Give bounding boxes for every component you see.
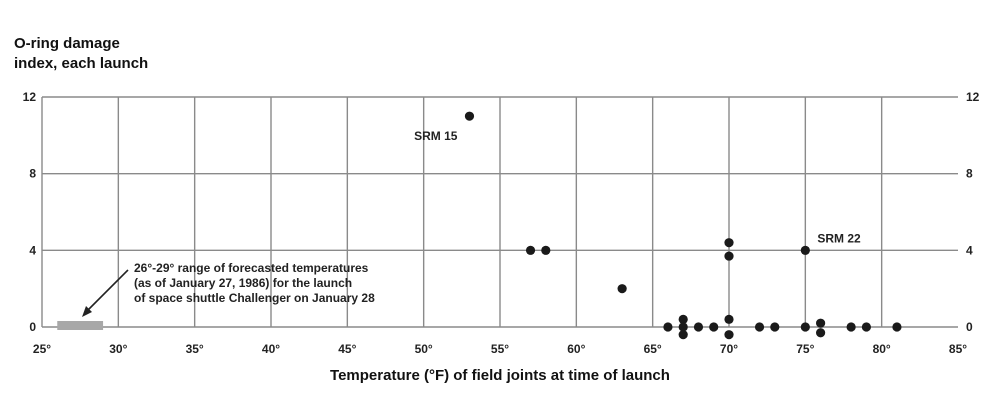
x-tick-label: 25° <box>33 342 51 356</box>
x-tick-label: 60° <box>567 342 585 356</box>
forecast-range-label-line: (as of January 27, 1986) for the launch <box>134 276 352 290</box>
y-tick-label-left: 8 <box>29 167 36 181</box>
x-tick-label: 80° <box>873 342 891 356</box>
forecast-arrow-head <box>82 306 92 317</box>
data-points <box>464 111 902 340</box>
annotations: SRM 15 SRM 22 <box>414 129 861 245</box>
y-axis-title: O-ring damage index, each launch <box>14 34 148 74</box>
data-point <box>800 245 810 255</box>
data-point <box>892 322 902 332</box>
tick-labels: 25° 30° 35° 40° 45° 50° 55° 60° 65° 70° 75° 80° 85° 0… <box>23 90 980 356</box>
forecast-range-label-line: of space shuttle Challenger on January 2… <box>134 291 375 305</box>
x-axis-title: Temperature (°F) of field joints at time… <box>330 367 670 384</box>
y-tick-label-right: 8 <box>966 167 973 181</box>
y-axis-title-line-2: index, each launch <box>14 55 149 72</box>
x-tick-label: 70° <box>720 342 738 356</box>
point-annotation: SRM 22 <box>817 231 861 245</box>
y-tick-label-left: 12 <box>23 90 37 104</box>
data-point <box>861 322 872 332</box>
x-tick-label: 50° <box>415 342 433 356</box>
y-tick-label-left: 4 <box>29 243 36 257</box>
forecast-range-bar <box>57 321 104 330</box>
data-point <box>816 318 826 328</box>
data-point <box>724 330 734 340</box>
y-tick-label-left: 0 <box>29 320 36 334</box>
data-point <box>693 322 704 332</box>
forecast-range: 26°-29° range of forecasted temperatures… <box>57 261 375 330</box>
x-tick-label: 85° <box>949 342 967 356</box>
y-axis-title-line-1: O-ring damage <box>14 35 120 52</box>
grid <box>41 96 958 328</box>
data-point <box>754 322 765 332</box>
data-point <box>541 245 551 255</box>
data-point <box>846 322 856 332</box>
data-point <box>678 322 688 332</box>
x-tick-label: 55° <box>491 342 509 356</box>
data-point <box>800 322 810 332</box>
point-annotation: SRM 15 <box>414 129 458 143</box>
x-tick-label: 65° <box>644 342 662 356</box>
x-tick-label: 45° <box>338 342 356 356</box>
x-tick-label: 30° <box>109 342 127 356</box>
data-point <box>724 238 734 248</box>
x-tick-label: 35° <box>186 342 204 356</box>
data-point <box>464 111 475 121</box>
y-tick-label-right: 0 <box>966 320 973 334</box>
data-point <box>724 314 734 324</box>
data-point <box>678 314 688 324</box>
data-point <box>770 322 780 332</box>
data-point <box>525 245 536 255</box>
y-tick-label-right: 4 <box>966 243 973 257</box>
forecast-arrow-line <box>85 269 129 313</box>
forecast-range-label-line: 26°-29° range of forecasted temperatures <box>134 261 369 275</box>
data-point <box>709 322 719 332</box>
data-point <box>678 330 688 340</box>
x-tick-label: 75° <box>796 342 814 356</box>
data-point <box>663 322 673 332</box>
data-point <box>724 251 734 261</box>
data-point <box>816 328 826 338</box>
y-tick-label-right: 12 <box>966 90 980 104</box>
x-tick-label: 40° <box>262 342 280 356</box>
data-point <box>617 284 627 294</box>
